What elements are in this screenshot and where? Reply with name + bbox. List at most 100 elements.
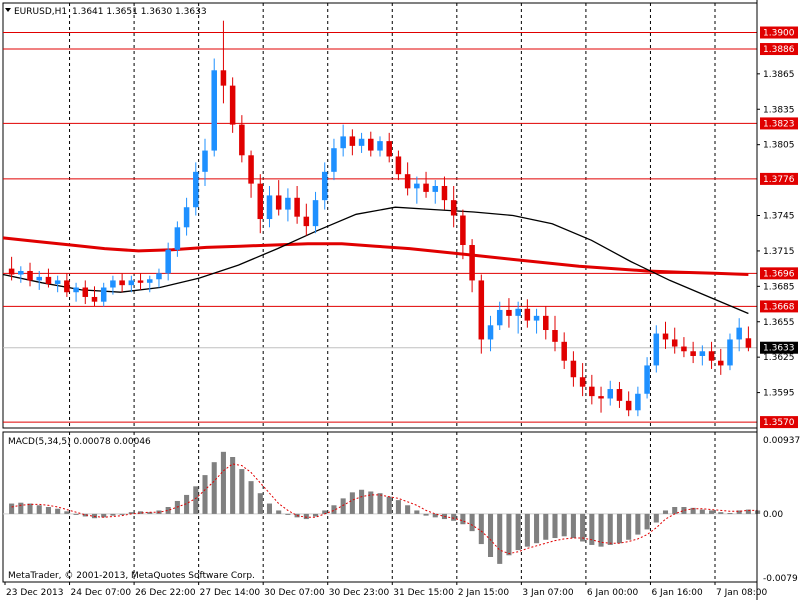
- candle[interactable]: [193, 162, 199, 216]
- candle[interactable]: [137, 273, 144, 290]
- candle[interactable]: [128, 275, 135, 293]
- macd-histogram-bar: [220, 451, 226, 514]
- candle[interactable]: [285, 188, 291, 222]
- macd-histogram-bar: [478, 513, 484, 545]
- candle[interactable]: [561, 332, 567, 369]
- candle-body: [45, 276, 52, 284]
- candle[interactable]: [423, 171, 429, 198]
- candle[interactable]: [690, 341, 696, 364]
- candle[interactable]: [377, 136, 383, 157]
- candle[interactable]: [404, 162, 411, 196]
- candle[interactable]: [414, 176, 420, 204]
- candle[interactable]: [110, 275, 116, 295]
- candle[interactable]: [239, 115, 245, 163]
- candle-body: [8, 268, 15, 275]
- candle[interactable]: [395, 150, 402, 181]
- price-chart-area[interactable]: [2, 2, 758, 429]
- candle[interactable]: [220, 20, 227, 104]
- candle[interactable]: [598, 386, 604, 413]
- current-price-label: 1.3633: [763, 344, 795, 354]
- candle[interactable]: [745, 326, 752, 352]
- chevron-down-icon[interactable]: [5, 8, 11, 12]
- candle[interactable]: [165, 242, 171, 281]
- candle[interactable]: [671, 327, 678, 354]
- candle[interactable]: [644, 357, 650, 399]
- candle[interactable]: [36, 270, 42, 290]
- macd-histogram-bar: [285, 513, 291, 515]
- candle[interactable]: [386, 132, 392, 163]
- macd-histogram-bar: [202, 475, 208, 514]
- candle[interactable]: [727, 333, 733, 371]
- candle[interactable]: [91, 286, 98, 307]
- candle[interactable]: [294, 185, 300, 224]
- candle[interactable]: [589, 374, 595, 405]
- candle[interactable]: [524, 299, 531, 328]
- candle[interactable]: [460, 209, 466, 260]
- macd-histogram-bar: [534, 513, 540, 544]
- candle[interactable]: [183, 197, 190, 236]
- candle[interactable]: [570, 351, 577, 387]
- candle[interactable]: [18, 266, 24, 283]
- candle[interactable]: [708, 341, 715, 369]
- candle[interactable]: [27, 262, 33, 287]
- candle[interactable]: [64, 273, 70, 297]
- candle[interactable]: [349, 129, 356, 156]
- candle[interactable]: [100, 282, 107, 307]
- candle[interactable]: [506, 298, 512, 328]
- price-tick-label: 1.3805: [763, 141, 795, 151]
- candle[interactable]: [45, 268, 52, 288]
- candle-body: [681, 346, 687, 352]
- candle[interactable]: [487, 315, 494, 352]
- candle[interactable]: [358, 132, 365, 153]
- candle[interactable]: [478, 274, 485, 354]
- macd-histogram-bar: [101, 513, 107, 518]
- candle[interactable]: [340, 124, 346, 157]
- candle[interactable]: [82, 280, 89, 305]
- candle[interactable]: [662, 321, 669, 349]
- candle[interactable]: [248, 150, 254, 198]
- candle[interactable]: [543, 306, 549, 340]
- candle[interactable]: [229, 77, 236, 133]
- candle[interactable]: [146, 275, 153, 293]
- candle[interactable]: [450, 185, 457, 228]
- candle[interactable]: [625, 391, 632, 417]
- candle[interactable]: [469, 239, 475, 293]
- candle[interactable]: [496, 301, 503, 331]
- candle[interactable]: [8, 256, 15, 281]
- macd-panel-area[interactable]: [2, 431, 761, 583]
- candle[interactable]: [156, 268, 162, 288]
- candle[interactable]: [275, 180, 282, 216]
- candle[interactable]: [174, 221, 181, 257]
- candle[interactable]: [321, 162, 328, 210]
- candle-body: [653, 333, 660, 366]
- macd-histogram-bar: [432, 513, 438, 518]
- candle[interactable]: [266, 185, 273, 228]
- candle[interactable]: [257, 174, 264, 234]
- candle[interactable]: [533, 308, 540, 334]
- candle[interactable]: [368, 131, 374, 157]
- candle[interactable]: [73, 282, 79, 302]
- candle[interactable]: [312, 191, 319, 234]
- candle[interactable]: [54, 275, 61, 293]
- candle[interactable]: [736, 318, 742, 352]
- candle[interactable]: [202, 138, 208, 186]
- candle[interactable]: [432, 180, 439, 204]
- candle[interactable]: [303, 203, 310, 236]
- candle[interactable]: [211, 58, 217, 157]
- time-tick-label: 3 Jan 07:00: [522, 588, 574, 598]
- candle[interactable]: [552, 315, 558, 352]
- candle[interactable]: [653, 325, 660, 373]
- candle[interactable]: [699, 345, 706, 366]
- candle[interactable]: [616, 381, 623, 408]
- macd-histogram-bar: [55, 508, 61, 514]
- candle[interactable]: [441, 176, 448, 210]
- candle[interactable]: [635, 386, 641, 417]
- candle[interactable]: [515, 301, 521, 334]
- candle[interactable]: [331, 138, 337, 181]
- candle[interactable]: [718, 348, 724, 375]
- candle[interactable]: [579, 363, 586, 397]
- candle[interactable]: [119, 273, 125, 293]
- candle[interactable]: [681, 337, 687, 358]
- candle[interactable]: [607, 380, 614, 406]
